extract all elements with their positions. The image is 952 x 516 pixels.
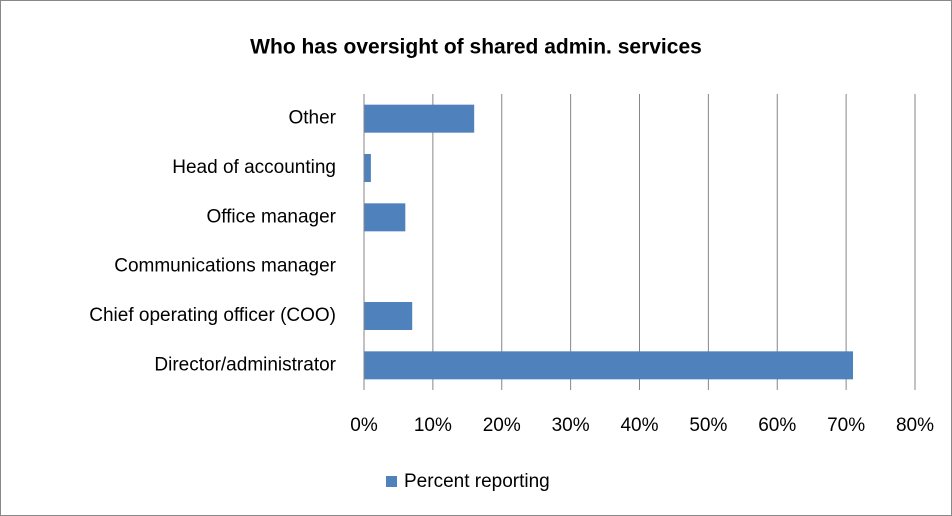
y-tick-label: Communications manager <box>114 256 336 277</box>
legend-swatch <box>386 476 397 487</box>
bar <box>364 351 854 380</box>
x-tick-label: 40% <box>620 415 658 436</box>
x-tick-label: 30% <box>552 415 590 436</box>
bar <box>364 302 413 330</box>
y-tick-label: Other <box>288 108 336 129</box>
y-tick-label: Chief operating officer (COO) <box>89 305 336 326</box>
y-tick-label: Head of accounting <box>172 157 336 178</box>
x-tick-label: 60% <box>758 415 796 436</box>
bar <box>364 154 371 182</box>
y-tick-label: Director/administrator <box>154 354 336 375</box>
chart-title: Who has oversight of shared admin. servi… <box>250 36 702 59</box>
bar <box>364 203 406 232</box>
x-tick-label: 10% <box>414 415 452 436</box>
bar <box>364 104 475 133</box>
x-tick-label: 80% <box>896 415 934 436</box>
x-tick-label: 0% <box>350 415 378 436</box>
legend-label: Percent reporting <box>404 471 550 492</box>
x-tick-label: 70% <box>827 415 865 436</box>
x-tick-label: 50% <box>689 415 727 436</box>
x-tick-label: 20% <box>483 415 521 436</box>
y-tick-label: Office manager <box>206 206 336 227</box>
